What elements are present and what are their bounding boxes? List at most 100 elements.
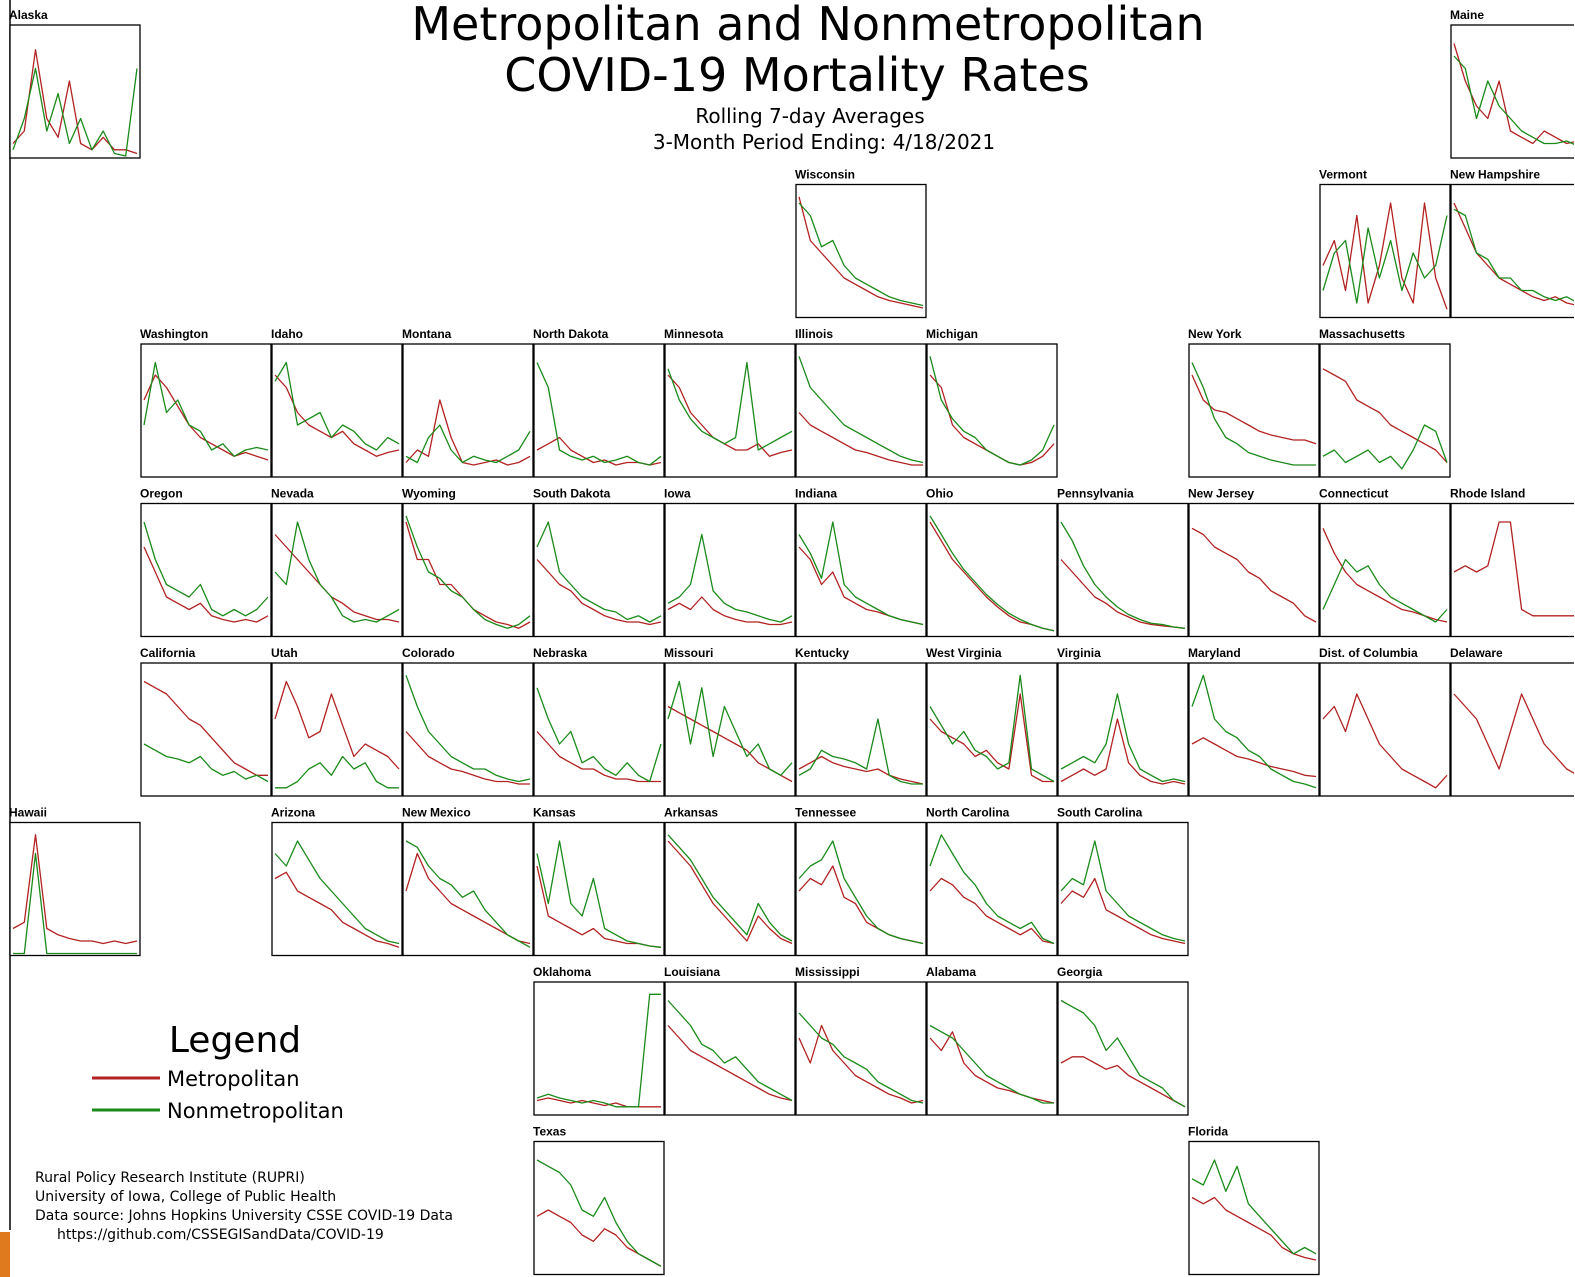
slide-accent	[0, 1232, 10, 1277]
series-line	[1191, 374, 1317, 445]
series-line	[405, 424, 531, 464]
series-line	[1060, 559, 1186, 629]
panel-frame	[1450, 662, 1574, 797]
panel	[271, 662, 403, 797]
panel	[271, 343, 403, 478]
panel-label: Missouri	[664, 646, 713, 660]
series-line	[275, 755, 399, 789]
series-line	[143, 743, 269, 783]
panel-label: Maryland	[1188, 646, 1241, 660]
panel-frame	[795, 662, 927, 797]
panel-label: Massachusetts	[1319, 327, 1405, 341]
panel	[140, 662, 272, 797]
panel-frame	[9, 821, 141, 957]
panel-label: Kentucky	[795, 646, 849, 660]
panel	[926, 662, 1058, 797]
series-line	[1322, 368, 1448, 463]
panel-frame	[795, 981, 927, 1116]
panel-frame	[533, 981, 665, 1116]
panel-label: Louisiana	[664, 965, 720, 979]
panel-frame	[664, 981, 796, 1116]
panel-label: Alaska	[9, 8, 48, 22]
panel-label: Colorado	[402, 646, 455, 660]
panel-frame	[533, 821, 665, 957]
series-line	[667, 596, 793, 626]
source-line: Rural Policy Research Institute (RUPRI)	[35, 1170, 305, 1186]
panel-label: Pennsylvania	[1057, 487, 1134, 501]
series-line	[667, 840, 793, 945]
panel	[533, 662, 665, 797]
panel-frame	[795, 343, 927, 478]
panel	[533, 343, 665, 478]
series-line	[536, 993, 661, 1108]
series-line	[1060, 718, 1186, 785]
panel-frame	[926, 343, 1058, 478]
panel	[795, 183, 927, 319]
series-line	[798, 840, 924, 945]
panel	[1188, 502, 1320, 638]
panel-label: West Virginia	[926, 646, 1002, 660]
panel-label: Indiana	[795, 487, 837, 501]
series-line	[274, 534, 400, 623]
series-line	[929, 515, 1055, 632]
panel	[1450, 24, 1574, 159]
legend-title: Legend	[169, 1020, 301, 1061]
series-line	[667, 1000, 793, 1102]
panel-frame	[140, 662, 272, 797]
panel-frame	[1450, 502, 1574, 638]
panel-frame	[402, 821, 534, 957]
series-line	[405, 515, 531, 629]
series-line	[274, 840, 400, 945]
series-line	[536, 840, 662, 948]
series-line	[274, 871, 400, 948]
panel	[664, 502, 796, 638]
panel	[1319, 502, 1451, 638]
panel-label: Washington	[140, 327, 208, 341]
series-line	[274, 680, 400, 770]
panel-label: New Mexico	[402, 806, 471, 820]
panel-frame	[1319, 502, 1451, 638]
panel-frame	[1319, 343, 1451, 478]
series-line	[405, 731, 530, 785]
panel-frame	[9, 24, 141, 159]
panel-label: Nebraska	[533, 646, 587, 660]
panel	[402, 662, 534, 797]
panel-frame	[795, 821, 927, 957]
series-line	[1060, 1056, 1186, 1108]
panel-label: Maine	[1450, 8, 1484, 22]
chart-title: Metropolitan and Nonmetropolitan	[411, 0, 1204, 51]
panel-frame	[664, 502, 796, 638]
panel	[926, 821, 1058, 957]
series-line	[929, 674, 1055, 783]
panel	[402, 502, 534, 638]
legend-label: Metropolitan	[167, 1067, 300, 1091]
panel-frame	[1057, 821, 1189, 957]
panel-frame	[140, 343, 272, 478]
panel-label: Oklahoma	[533, 965, 591, 979]
panel-label: Nevada	[271, 487, 314, 501]
series-line	[929, 834, 1055, 945]
panel-frame	[533, 343, 665, 478]
panel-frame	[1188, 1140, 1320, 1276]
series-line	[405, 840, 531, 948]
panel-frame	[1319, 662, 1451, 797]
series-line	[1322, 693, 1448, 789]
panel-label: Oregon	[140, 487, 183, 501]
panel	[1057, 821, 1189, 957]
panel-label: South Dakota	[533, 487, 611, 501]
series-line	[667, 680, 793, 776]
panel	[533, 981, 665, 1116]
panel-frame	[271, 821, 403, 957]
series-line	[274, 361, 400, 451]
series-line	[274, 521, 400, 623]
source-line: University of Iowa, College of Public He…	[35, 1189, 336, 1205]
series-line	[1322, 202, 1448, 310]
series-line	[1322, 215, 1448, 304]
panel-label: Wyoming	[402, 487, 456, 501]
panel-label: Texas	[533, 1125, 566, 1139]
series-line	[798, 1012, 924, 1104]
panel-label: Kansas	[533, 806, 576, 820]
series-line	[143, 546, 269, 623]
series-line	[798, 755, 924, 785]
